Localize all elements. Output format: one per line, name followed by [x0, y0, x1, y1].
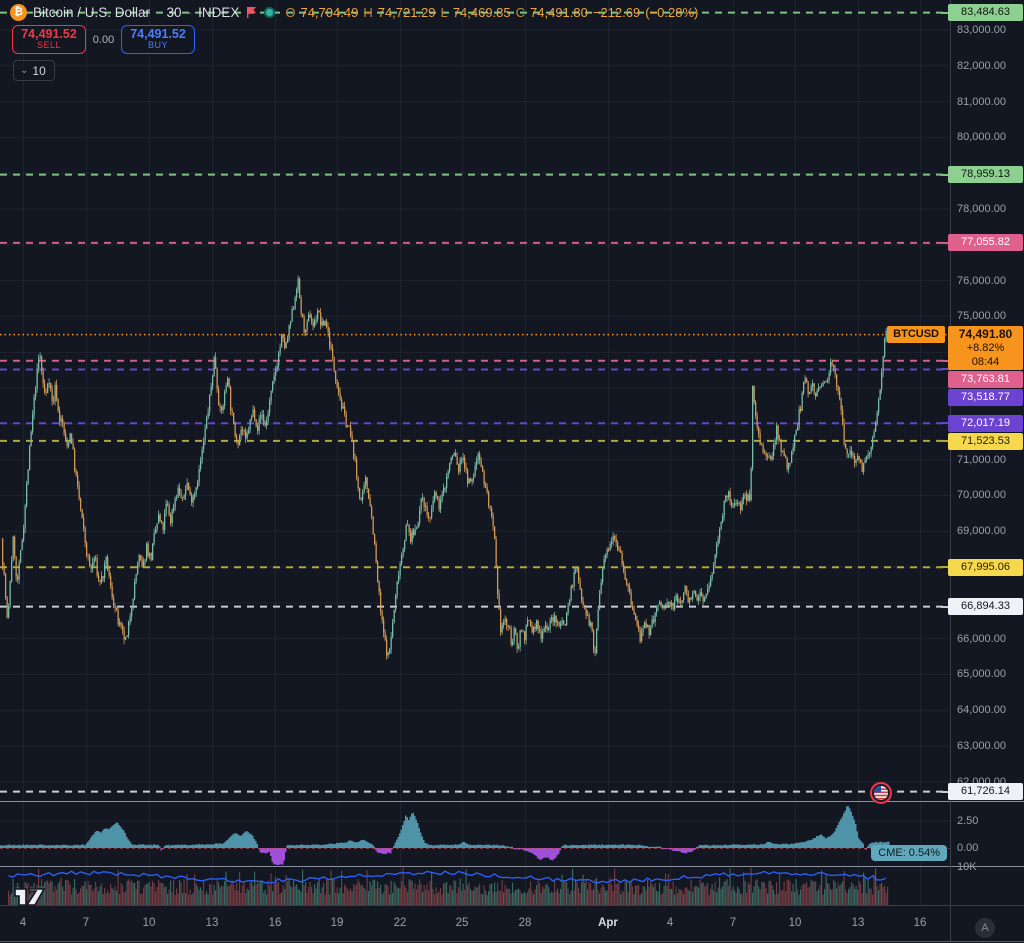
time-tick: 4 [19, 917, 27, 929]
time-tick: 16 [268, 917, 282, 929]
price-tick: 66,000.00 [957, 632, 1006, 645]
price-tick: 70,000.00 [957, 489, 1006, 502]
price-tick: 78,000.00 [957, 203, 1006, 216]
sell-button[interactable]: 74,491.52 SELL [12, 25, 86, 54]
cme-indicator-label[interactable]: CME: 0.54% [871, 845, 947, 861]
time-tick: 22 [393, 917, 407, 929]
buy-price: 74,491.52 [130, 27, 186, 42]
indicator-dot-icon[interactable] [264, 6, 276, 18]
sell-price: 74,491.52 [21, 27, 77, 42]
sell-label: SELL [36, 40, 62, 51]
price-tick: 76,000.00 [957, 274, 1006, 287]
price-tick: 65,000.00 [957, 668, 1006, 681]
price-level-tick [941, 11, 949, 14]
change-percent: (−0.28%) [645, 4, 699, 20]
price-level-label: 83,484.63 [948, 4, 1023, 22]
price-level-tick [941, 439, 949, 442]
time-tick: 4 [666, 917, 674, 929]
autoscale-button[interactable]: A [975, 918, 995, 938]
price-level-tick [941, 566, 949, 569]
buy-label: BUY [147, 40, 168, 51]
buy-sell-widget: 74,491.52 SELL 0.00 74,491.52 BUY [12, 25, 195, 54]
price-tick: 71,000.00 [957, 453, 1006, 466]
time-tick: 19 [330, 917, 344, 929]
time-tick: 16 [913, 917, 927, 929]
change-value: −212.69 [592, 4, 641, 20]
price-level-tick [941, 241, 949, 244]
chevron-down-icon: ⌄ [20, 65, 29, 76]
price-tick: 83,000.00 [957, 24, 1006, 36]
price-level-tick [941, 422, 949, 425]
bitcoin-icon: ₿ [10, 3, 27, 21]
volume-ma-line [8, 870, 887, 884]
market-label: INDEX [198, 4, 240, 20]
last-price-change: +8.82% [966, 341, 1005, 354]
price-level-label: 73,763.81 [948, 370, 1023, 388]
ohlc-values: O 74,704.49 H 74,721.29 L 74,469.85 C 74,491… [285, 4, 699, 20]
cme-axis-tick: 0.00 [957, 842, 979, 854]
volume-axis-tick: 10K [957, 861, 977, 873]
price-level-label: 71,523.53 [948, 432, 1023, 450]
buy-button[interactable]: 74,491.52 BUY [121, 25, 195, 54]
price-tick: 82,000.00 [957, 59, 1006, 72]
time-tick: 13 [851, 917, 865, 929]
flag-icon[interactable] [245, 6, 258, 19]
volume-series [8, 867, 889, 905]
cme-gap-series [0, 806, 890, 865]
time-tick: Apr [598, 917, 618, 929]
time-tick: 7 [82, 917, 90, 929]
price-level-label: 78,959.13 [948, 166, 1023, 184]
quantity-value: 10 [32, 63, 46, 78]
time-axis-scale[interactable]: 4 7 10 13 16 19 22 25 28 Apr 4 7 10 13 16 [0, 906, 1024, 942]
chart-legend[interactable]: ₿ Bitcoin / U.S. Dollar · 30 · INDEX O 74… [10, 2, 698, 22]
cme-axis-tick: 2.50 [957, 815, 979, 827]
time-tick: 25 [455, 917, 469, 929]
legend-separator: · [156, 4, 161, 20]
tradingview-logo[interactable] [12, 884, 48, 915]
price-tick: 64,000.00 [957, 704, 1006, 717]
price-tick: 69,000.00 [957, 525, 1006, 538]
price-level-tick [941, 173, 949, 176]
price-level-label: 67,995.06 [948, 558, 1023, 576]
last-price-value: 74,491.80 [958, 326, 1013, 341]
price-level-label: 73,518.77 [948, 388, 1023, 406]
price-level-label: 77,055.82 [948, 234, 1023, 252]
price-tick: 75,000.00 [957, 310, 1006, 323]
price-level-tick [941, 368, 949, 371]
price-tick: 63,000.00 [957, 740, 1006, 753]
time-tick: 10 [788, 917, 802, 929]
time-tick: 7 [729, 917, 737, 929]
time-tick: 13 [205, 917, 219, 929]
price-level-tick [941, 359, 949, 362]
price-level-label: 72,017.19 [948, 414, 1023, 432]
us-flag-marker[interactable] [869, 781, 893, 810]
spread-value: 0.00 [92, 33, 115, 46]
price-axis-scale[interactable]: 83,000.00 82,000.00 81,000.00 80,000.00 78,0… [941, 0, 1024, 905]
price-level-label: 61,726.14 [948, 783, 1023, 801]
time-tick: 28 [518, 917, 532, 929]
price-level-tick [941, 605, 949, 608]
candles [2, 275, 889, 660]
legend-separator: · [187, 4, 193, 20]
last-price-label: 74,491.80 +8.82% 08:44 [948, 325, 1023, 370]
interval-label[interactable]: 30 [166, 4, 182, 20]
symbol-title[interactable]: Bitcoin / U.S. Dollar [33, 4, 151, 20]
bar-countdown: 08:44 [971, 355, 1000, 368]
price-tick: 80,000.00 [957, 131, 1006, 144]
price-level-label: 66,894.33 [948, 598, 1023, 616]
time-tick: 10 [142, 917, 156, 929]
price-tick: 81,000.00 [957, 95, 1006, 108]
symbol-price-tag: BTCUSD [887, 326, 945, 344]
price-level-tick [941, 790, 949, 793]
quantity-selector[interactable]: ⌄ 10 [13, 60, 55, 81]
